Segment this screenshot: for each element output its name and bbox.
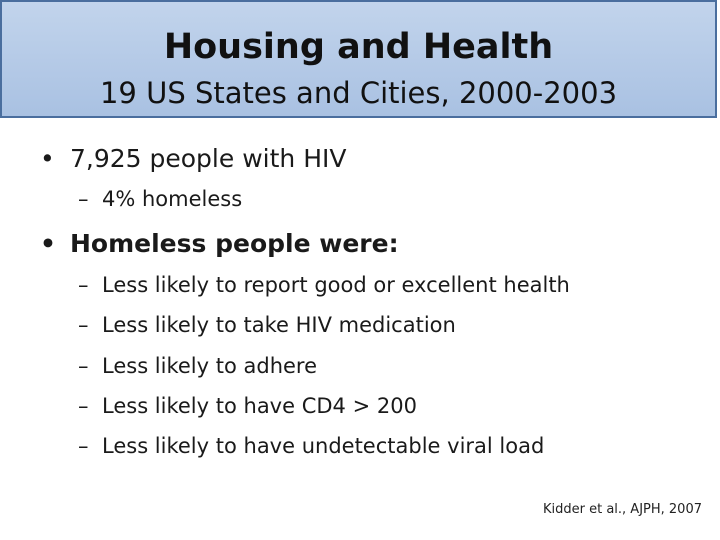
subitem-homeless-percent: –4% homeless bbox=[78, 186, 242, 212]
bullet-text: Homeless people were: bbox=[70, 229, 399, 258]
bullet-text: 7,925 people with HIV bbox=[70, 144, 347, 173]
dash-marker: – bbox=[78, 354, 89, 378]
subitem-good-health: – Less likely to report good or excellent… bbox=[78, 272, 570, 298]
slide-title: Housing and Health bbox=[163, 27, 554, 67]
subitem-viral-load: – Less likely to have undetectable viral … bbox=[78, 433, 544, 459]
subitem-text: Less likely to adhere bbox=[102, 354, 318, 378]
subitem-text: Less likely to take HIV medication bbox=[102, 313, 456, 337]
slide-subtitle: 19 US States and Cities, 2000-2003 bbox=[99, 76, 618, 110]
bullet-marker: • bbox=[40, 229, 56, 258]
citation: Kidder et al., AJPH, 2007 bbox=[542, 502, 702, 517]
subitem-text: Less likely to have undetectable viral l… bbox=[102, 434, 545, 458]
bullet-marker: • bbox=[40, 144, 55, 173]
subitem-hiv-medication: – Less likely to take HIV medication bbox=[78, 312, 456, 338]
dash-marker: – bbox=[78, 187, 89, 211]
subitem-cd4: – Less likely to have CD4 > 200 bbox=[78, 393, 417, 419]
dash-marker: – bbox=[78, 434, 89, 458]
subitem-text: Less likely to report good or excellent … bbox=[102, 273, 570, 297]
dash-marker: – bbox=[78, 394, 89, 418]
title-box: Housing and Health 19 US States and Citi… bbox=[0, 0, 717, 118]
bullet-people-with-hiv: • 7,925 people with HIV bbox=[40, 144, 346, 174]
dash-marker: – bbox=[78, 273, 89, 297]
dash-marker: – bbox=[78, 313, 89, 337]
bullet-homeless-people: • Homeless people were: bbox=[40, 229, 399, 259]
subitem-text: Less likely to have CD4 > 200 bbox=[102, 394, 417, 418]
subitem-text: 4% homeless bbox=[102, 187, 243, 211]
subitem-adhere: – Less likely to adhere bbox=[78, 353, 317, 379]
